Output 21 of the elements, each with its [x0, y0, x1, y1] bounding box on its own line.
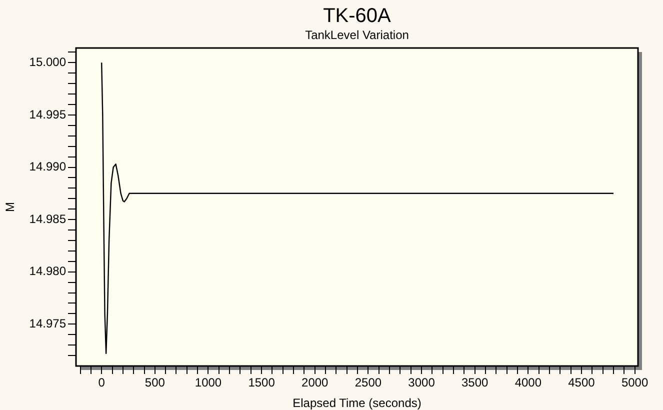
x-tick-label: 500 [144, 376, 166, 390]
y-tick-label: 14.990 [29, 160, 66, 174]
y-tick-label: 14.995 [29, 107, 66, 122]
x-tick-label: 2000 [302, 376, 329, 390]
x-tick-label: 1000 [194, 376, 222, 390]
chart-subtitle: TankLevel Variation [305, 28, 409, 42]
x-tick-label: 3000 [408, 376, 436, 390]
y-axis-title: M [3, 202, 17, 212]
y-tick-label: 14.985 [29, 212, 66, 226]
x-axis-title: Elapsed Time (seconds) [292, 396, 422, 410]
x-tick-label: 4500 [568, 376, 596, 390]
y-tick-label: 14.975 [29, 316, 66, 330]
x-tick-label: 4000 [514, 376, 542, 390]
x-tick-label: 5000 [621, 376, 648, 390]
chart-title: TK-60A [323, 5, 392, 27]
x-tick-label: 3500 [461, 376, 489, 390]
x-tick-label: 1500 [248, 376, 276, 390]
x-tick-label: 0 [98, 376, 106, 390]
y-tick-label: 15.000 [29, 54, 66, 69]
x-tick-label: 2500 [354, 376, 382, 390]
y-tick-label: 14.980 [29, 264, 66, 278]
